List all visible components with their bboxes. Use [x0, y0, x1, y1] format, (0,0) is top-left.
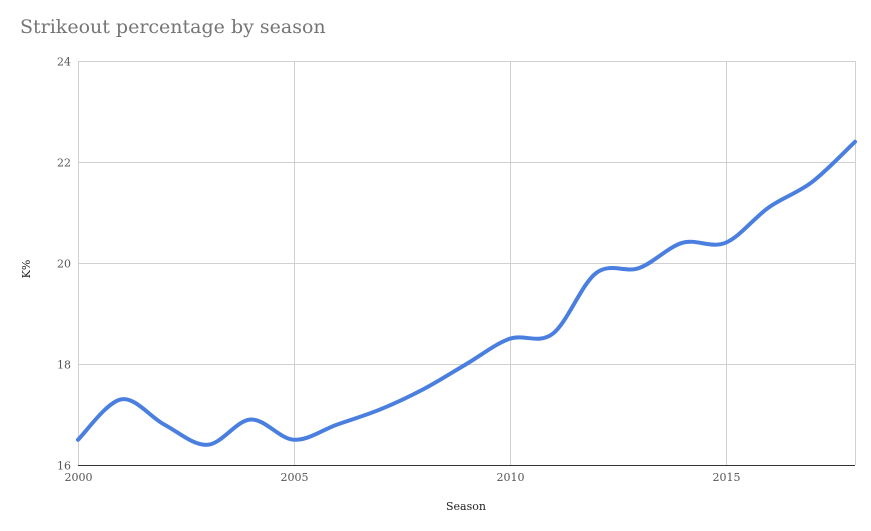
- y-tick-label: 20: [57, 258, 71, 271]
- x-tick-label: 2000: [65, 471, 93, 484]
- chart-title: Strikeout percentage by season: [20, 16, 326, 38]
- x-tick-label: 2015: [713, 471, 741, 484]
- grid: [78, 61, 856, 465]
- y-tick-label: 16: [57, 460, 71, 473]
- y-tick-label: 24: [57, 56, 71, 69]
- series-line: [76, 139, 857, 447]
- y-tick-label: 22: [57, 157, 71, 170]
- tick-labels: 16 18 20 22 24 2000 2005 2010 2015: [57, 56, 741, 485]
- x-axis-label: Season: [446, 500, 486, 513]
- y-axis-label: K%: [20, 260, 33, 279]
- y-tick-label: 18: [57, 359, 71, 372]
- series-layer: [76, 139, 857, 447]
- x-tick-label: 2005: [281, 471, 309, 484]
- x-tick-label: 2010: [497, 471, 525, 484]
